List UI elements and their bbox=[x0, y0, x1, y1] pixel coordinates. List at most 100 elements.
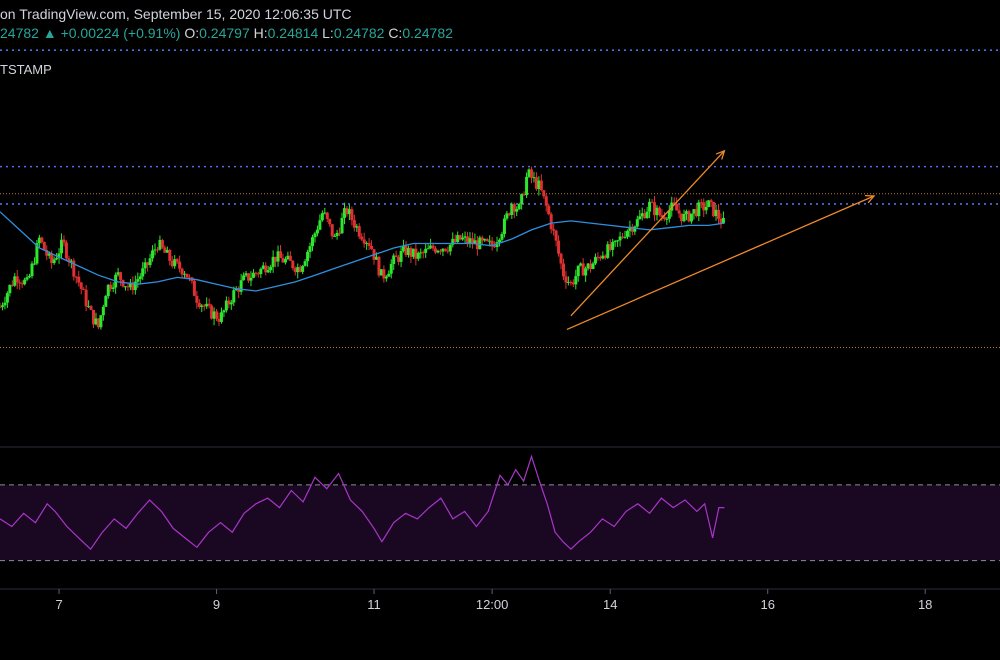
candle-body bbox=[466, 236, 470, 243]
candle bbox=[662, 211, 666, 222]
candle-body bbox=[109, 284, 113, 289]
candle bbox=[628, 220, 632, 238]
candle bbox=[451, 232, 455, 248]
candle bbox=[35, 239, 39, 266]
candle-body bbox=[136, 279, 140, 282]
candle bbox=[367, 238, 371, 251]
candle bbox=[591, 261, 595, 270]
candle-body bbox=[52, 259, 56, 264]
candle-body bbox=[35, 243, 39, 264]
chart-header: on TradingView.com, September 15, 2020 1… bbox=[0, 0, 1000, 77]
candle-body bbox=[227, 300, 231, 305]
candle-body bbox=[616, 240, 620, 242]
candle bbox=[461, 233, 465, 241]
candle bbox=[392, 253, 396, 271]
candle bbox=[175, 257, 179, 264]
candle bbox=[537, 176, 541, 196]
candle bbox=[77, 270, 81, 287]
candle-body bbox=[202, 305, 206, 307]
candle bbox=[74, 276, 78, 284]
low-value: 0.24782 bbox=[333, 25, 385, 41]
bottom-spacer bbox=[0, 611, 1000, 660]
candle-body bbox=[653, 202, 657, 216]
candle-body bbox=[645, 211, 649, 219]
candle bbox=[438, 248, 442, 255]
candle-body bbox=[438, 250, 442, 252]
trendlines bbox=[566, 149, 876, 331]
candle bbox=[173, 255, 177, 269]
candle bbox=[89, 304, 93, 311]
candle-body bbox=[453, 238, 457, 243]
candle-body bbox=[0, 306, 2, 308]
candle bbox=[611, 238, 615, 257]
candle-body bbox=[32, 263, 36, 265]
candle-body bbox=[10, 284, 14, 286]
candle bbox=[64, 240, 68, 261]
candle bbox=[205, 297, 209, 309]
candle-body bbox=[72, 260, 76, 277]
low-label: L: bbox=[322, 25, 334, 41]
candle bbox=[55, 253, 59, 261]
candle-body bbox=[50, 253, 54, 264]
candle-body bbox=[205, 303, 209, 307]
candle bbox=[155, 246, 159, 253]
candle bbox=[79, 281, 83, 295]
candle bbox=[702, 198, 706, 218]
candle bbox=[347, 204, 351, 220]
candle bbox=[52, 256, 56, 265]
candle-body bbox=[279, 251, 283, 258]
candle bbox=[645, 206, 649, 219]
candle-body bbox=[667, 210, 671, 219]
candle bbox=[266, 265, 270, 274]
candle-body bbox=[185, 273, 189, 278]
candle-body bbox=[281, 257, 285, 263]
candle bbox=[539, 174, 543, 192]
candle-body bbox=[539, 180, 543, 191]
candle-body bbox=[180, 268, 184, 275]
x-axis[interactable]: 7 9 11 12:00 14 16 18 bbox=[55, 589, 932, 612]
candle bbox=[170, 255, 174, 269]
candle-body bbox=[92, 309, 96, 325]
candle-body bbox=[448, 244, 452, 252]
candle-body bbox=[30, 263, 34, 277]
candle bbox=[483, 238, 487, 242]
candle-body bbox=[621, 236, 625, 238]
candle-body bbox=[529, 169, 533, 178]
candle-body bbox=[234, 288, 238, 291]
candle-body bbox=[89, 306, 93, 310]
candle-body bbox=[232, 290, 236, 303]
candle bbox=[443, 248, 447, 252]
candle-body bbox=[525, 176, 529, 196]
candle-body bbox=[569, 281, 573, 283]
candle bbox=[712, 201, 716, 218]
candle bbox=[621, 233, 625, 239]
candle-body bbox=[512, 204, 516, 212]
candle-body bbox=[288, 255, 292, 261]
trendline-1 bbox=[566, 195, 875, 331]
candle bbox=[18, 279, 22, 290]
candle bbox=[200, 303, 204, 312]
candle-body bbox=[601, 255, 605, 259]
candle bbox=[126, 283, 130, 291]
candle bbox=[94, 312, 98, 326]
trend-arrow-icon bbox=[715, 149, 726, 160]
candle-body bbox=[608, 244, 612, 250]
candle-body bbox=[697, 202, 701, 217]
candle-body bbox=[490, 240, 494, 247]
candle-body bbox=[402, 245, 406, 252]
candle-body bbox=[350, 209, 354, 221]
candle bbox=[532, 171, 536, 183]
candle-body bbox=[94, 318, 98, 325]
candle-body bbox=[399, 251, 403, 262]
candle-body bbox=[493, 246, 497, 248]
candle-body bbox=[313, 233, 317, 238]
candle-body bbox=[672, 202, 676, 205]
candle-body bbox=[360, 236, 364, 240]
candle bbox=[510, 202, 514, 219]
candle bbox=[25, 274, 29, 282]
candle bbox=[441, 248, 445, 257]
candle bbox=[505, 210, 509, 221]
candle-body bbox=[315, 229, 319, 234]
candle-body bbox=[217, 318, 221, 322]
